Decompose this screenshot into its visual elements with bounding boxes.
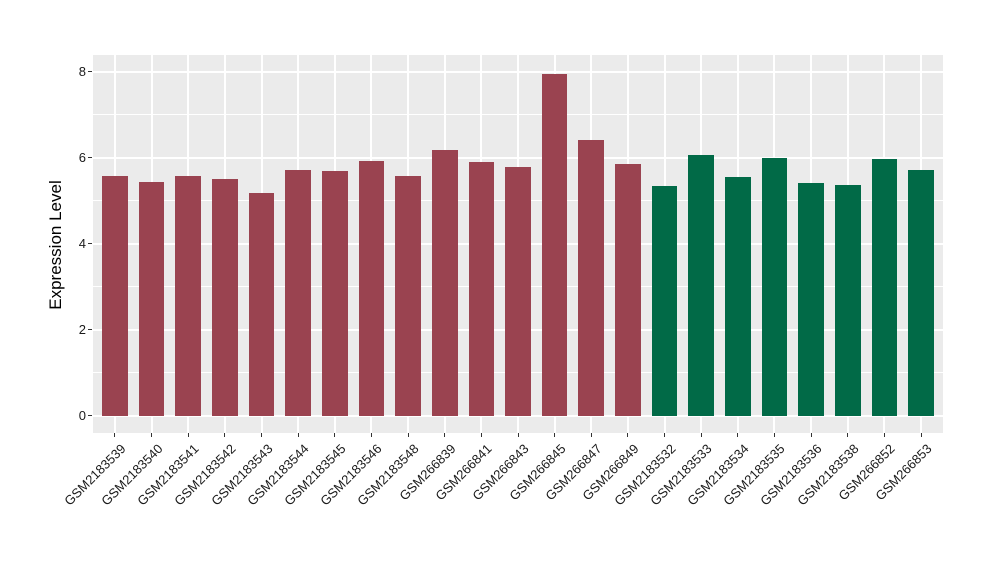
x-tick-mark	[664, 433, 666, 437]
x-tick-mark	[224, 433, 226, 437]
bar-GSM266841	[468, 161, 495, 416]
bar-GSM266849	[615, 163, 641, 416]
bar-GSM2183540	[138, 182, 165, 416]
bar-GSM266847	[578, 139, 605, 416]
x-tick-mark	[517, 433, 519, 437]
bar-GSM266853	[908, 169, 934, 416]
bar-GSM2183539	[102, 176, 128, 416]
bar-GSM2183542	[212, 179, 238, 416]
x-tick-mark	[810, 433, 812, 437]
x-tick-mark	[151, 433, 153, 437]
x-tick-mark	[480, 433, 482, 437]
x-tick-mark	[114, 433, 116, 437]
bar-GSM2183545	[321, 170, 348, 416]
x-tick-mark	[187, 433, 189, 437]
bar-GSM266852	[871, 159, 898, 416]
plot-panel	[93, 55, 943, 433]
y-tick-mark	[88, 243, 92, 244]
x-tick-mark	[920, 433, 922, 437]
y-tick-mark	[88, 329, 92, 330]
y-tick-label-6: 6	[78, 149, 86, 165]
bar-GSM266839	[431, 150, 458, 416]
x-tick-mark	[627, 433, 629, 437]
x-tick-mark	[554, 433, 556, 437]
x-tick-mark	[297, 433, 299, 437]
y-tick-label-0: 0	[78, 407, 86, 423]
y-tick-mark	[88, 157, 92, 158]
bar-GSM2183543	[248, 192, 275, 416]
y-tick-label-8: 8	[78, 63, 86, 79]
bar-GSM2183541	[175, 175, 202, 416]
bar-GSM2183535	[761, 158, 788, 416]
y-tick-label-2: 2	[78, 321, 86, 337]
x-tick-mark	[261, 433, 263, 437]
bar-GSM266845	[541, 74, 568, 416]
x-tick-mark	[883, 433, 885, 437]
x-tick-mark	[737, 433, 739, 437]
x-tick-mark	[847, 433, 849, 437]
y-tick-mark	[88, 415, 92, 416]
x-tick-mark	[444, 433, 446, 437]
x-tick-mark	[370, 433, 372, 437]
x-tick-mark	[590, 433, 592, 437]
bar-GSM2183546	[358, 160, 385, 416]
x-tick-mark	[407, 433, 409, 437]
bar-GSM2183536	[798, 183, 824, 416]
x-tick-mark	[334, 433, 336, 437]
bar-GSM2183544	[285, 169, 311, 416]
y-tick-label-4: 4	[78, 235, 86, 251]
bar-GSM266843	[505, 167, 531, 416]
x-tick-mark	[773, 433, 775, 437]
bar-GSM2183538	[834, 185, 861, 416]
bar-GSM2183548	[395, 176, 421, 416]
bar-GSM2183533	[688, 155, 714, 416]
x-tick-mark	[700, 433, 702, 437]
bar-GSM2183532	[651, 185, 678, 416]
bar-GSM2183534	[725, 176, 751, 416]
y-tick-mark	[88, 71, 92, 72]
